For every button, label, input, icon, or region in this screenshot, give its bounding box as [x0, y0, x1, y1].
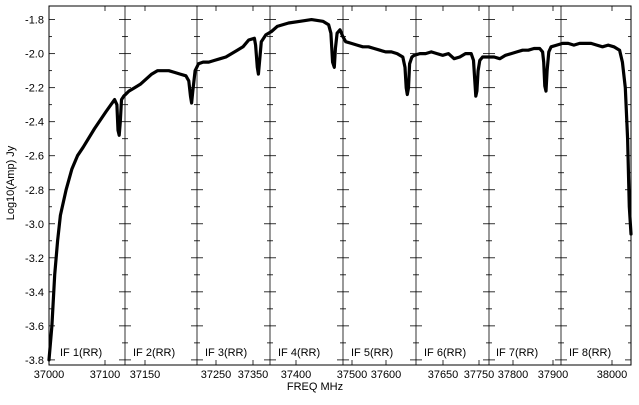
if-label-4: IF 4(RR) [278, 347, 320, 359]
y-tick-label: -2.2 [25, 83, 44, 95]
x-tick-label: 37750 [464, 369, 495, 381]
axis-ticks [48, 6, 631, 365]
x-tick-label: 37350 [238, 369, 269, 381]
if-label-2: IF 2(RR) [133, 347, 175, 359]
if-label-8: IF 8(RR) [569, 347, 611, 359]
y-tick-label: -3.2 [25, 253, 44, 265]
x-tick-label: 37100 [90, 369, 121, 381]
if-labels: IF 1(RR) IF 2(RR) IF 3(RR) IF 4(RR) IF 5(RR)… [60, 347, 611, 359]
y-axis-title: Log10(Amp) Jy [5, 145, 17, 220]
x-axis-title: FREQ MHz [287, 381, 343, 393]
y-tick-label: -2.0 [25, 49, 44, 61]
if-label-5: IF 5(RR) [351, 347, 393, 359]
y-tick-label: -2.4 [25, 117, 44, 129]
if-boundary-lines [124, 6, 562, 365]
series-line [47, 18, 633, 362]
x-tick-label: 37800 [498, 369, 529, 381]
x-tick-label: 37500 [337, 369, 368, 381]
x-tick-label: 38000 [597, 369, 628, 381]
if-label-1: IF 1(RR) [60, 347, 102, 359]
if-label-3: IF 3(RR) [205, 347, 247, 359]
y-tick-labels: -1.8 -2.0 -2.2 -2.4 -2.6 -2.8 -3.0 -3.2 -3.4 -3.6… [25, 15, 44, 367]
y-tick-label: -2.8 [25, 185, 44, 197]
if-label-7: IF 7(RR) [496, 347, 538, 359]
y-tick-label: -3.0 [25, 219, 44, 231]
x-tick-label: 37600 [371, 369, 402, 381]
if-label-6: IF 6(RR) [424, 347, 466, 359]
y-tick-label: -2.6 [25, 151, 44, 163]
x-tick-labels: 37000 37100 37150 37250 37350 37400 37500 37600… [34, 369, 628, 381]
x-tick-label: 37150 [130, 369, 161, 381]
y-tick-label: -3.4 [25, 287, 44, 299]
x-tick-label: 37900 [538, 369, 569, 381]
x-tick-label: 37250 [201, 369, 232, 381]
y-tick-label: -3.8 [25, 355, 44, 367]
x-tick-label: 37650 [428, 369, 459, 381]
y-tick-label: -1.8 [25, 15, 44, 27]
x-tick-label: 37000 [34, 369, 65, 381]
plot-frame [48, 5, 632, 366]
x-tick-label: 37400 [281, 369, 312, 381]
y-tick-label: -3.6 [25, 321, 44, 333]
